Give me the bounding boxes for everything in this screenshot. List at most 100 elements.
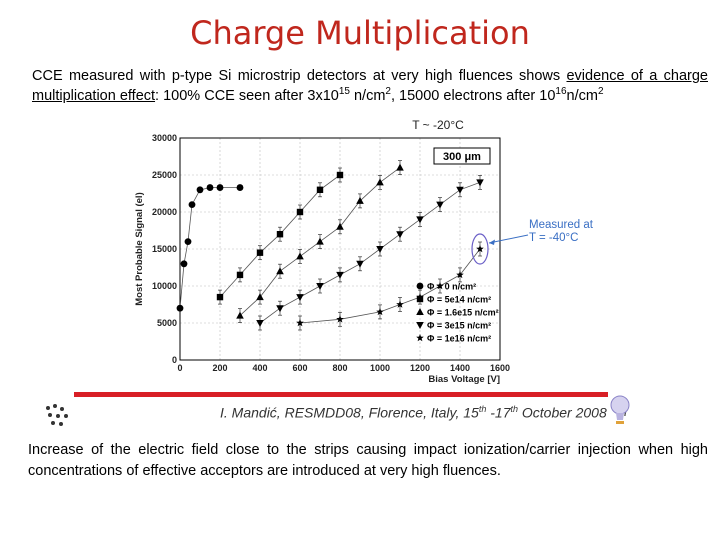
data-point-2	[396, 163, 404, 171]
data-point-2	[336, 222, 344, 230]
data-point-0	[184, 238, 192, 245]
intro-text-4: , 15000 electrons after 10	[390, 88, 556, 104]
annotation-text-1: T = -40°C	[529, 232, 578, 244]
data-point-4	[436, 282, 444, 290]
thickness-label: 300 μm	[443, 151, 481, 163]
chart-title: T ~ -20°C	[412, 118, 464, 132]
data-point-3	[296, 294, 304, 302]
conclusion-paragraph: Increase of the electric field close to …	[28, 442, 708, 479]
intro-underlined-text: evidence of a charge multiplication effe…	[32, 68, 708, 104]
data-point-1	[296, 208, 304, 216]
y-tick-label: 30000	[152, 133, 177, 143]
x-tick-label: 1600	[490, 363, 510, 373]
data-point-0	[216, 184, 224, 191]
x-tick-label: 1400	[450, 363, 470, 373]
data-point-3	[416, 216, 424, 224]
data-point-3	[316, 283, 324, 290]
annotation-ellipse	[471, 233, 489, 265]
data-point-3	[256, 320, 264, 327]
y-tick-label: 20000	[152, 207, 177, 217]
intro-text-2: : 100% CCE seen after 3x10	[155, 88, 339, 104]
annotation-arrowhead	[489, 239, 495, 245]
data-point-4	[476, 245, 484, 253]
x-tick-label: 1000	[370, 363, 390, 373]
footer-sup-1: th	[478, 404, 487, 414]
data-point-1	[256, 249, 264, 256]
data-point-2	[256, 293, 264, 301]
lightbulb-logo-icon	[608, 394, 632, 428]
logo-dots-icon	[44, 404, 74, 428]
legend-label-0: Φ = 0 n/cm²	[427, 282, 476, 292]
data-point-0	[180, 260, 188, 268]
x-tick-label: 800	[332, 363, 347, 373]
chart-area: 0 200 400 600 800 1000 1200 1400 1600 0 5000 10000 1…	[128, 112, 648, 394]
data-point-3	[436, 201, 444, 209]
footer-main: I. Mandić, RESMDD08, Florence, Italy, 15	[220, 404, 479, 421]
legend-marker-0	[416, 282, 424, 290]
footer-divider	[74, 392, 608, 397]
intro-text-1: CCE measured with p-type Si microstrip d…	[32, 68, 567, 84]
data-point-0	[206, 184, 214, 191]
legend-label-3: Φ = 3e15 n/cm²	[427, 321, 491, 331]
annotation-arrow	[488, 234, 529, 244]
series-line-4	[299, 248, 481, 324]
data-point-3	[336, 271, 344, 279]
y-tick-label: 5000	[157, 318, 177, 328]
intro-paragraph: CCE measured with p-type Si microstrip d…	[32, 66, 708, 106]
data-point-3	[276, 305, 284, 313]
data-point-0	[176, 304, 184, 312]
y-tick-label: 0	[172, 355, 177, 365]
cce-chart: 0 200 400 600 800 1000 1200 1400 1600 0 5000 10000 1…	[134, 118, 594, 385]
data-point-4	[296, 319, 304, 327]
data-point-3	[456, 186, 464, 194]
x-tick-label: 1200	[410, 363, 430, 373]
data-point-4	[456, 270, 464, 279]
data-point-3	[356, 260, 364, 268]
data-point-1	[316, 186, 324, 193]
x-tick-label: 400	[252, 363, 267, 373]
intro-exponent-4: 2	[597, 86, 604, 98]
y-tick-label: 15000	[152, 244, 177, 254]
legend-label-2: Φ = 1.6e15 n/cm²	[427, 308, 499, 318]
data-point-1	[276, 231, 284, 238]
legend-marker-2	[416, 308, 424, 315]
legend-marker-1	[416, 295, 424, 303]
annotation-text-0: Measured at	[529, 219, 594, 231]
intro-exponent-1: 15	[338, 86, 350, 98]
data-point-1	[216, 293, 224, 301]
data-point-1	[236, 271, 244, 279]
y-tick-label: 25000	[152, 170, 177, 180]
slide-title: Charge Multiplication	[190, 14, 530, 52]
data-point-1	[336, 171, 344, 179]
x-axis-label: Bias Voltage [V]	[428, 374, 500, 385]
thickness-box	[433, 147, 491, 165]
intro-text-5: n/cm	[566, 88, 598, 104]
data-point-2	[296, 252, 304, 260]
data-point-3	[476, 179, 484, 187]
footer-mid: -17	[486, 404, 511, 421]
footer-citation: I. Mandić, RESMDD08, Florence, Italy, 15…	[220, 404, 607, 421]
intro-exponent-2: 2	[385, 86, 391, 98]
data-point-0	[188, 201, 196, 208]
data-point-0	[236, 184, 244, 191]
data-point-2	[376, 178, 384, 186]
data-point-2	[236, 311, 244, 319]
data-point-2	[276, 267, 284, 275]
data-point-0	[196, 186, 204, 194]
intro-exponent-3: 16	[555, 86, 567, 98]
legend-marker-3	[416, 322, 424, 329]
data-point-4	[376, 307, 384, 316]
data-point-3	[376, 246, 384, 253]
x-tick-label: 200	[212, 363, 227, 373]
legend-label-4: Φ = 1e16 n/cm²	[427, 334, 491, 344]
data-point-4	[396, 300, 404, 308]
intro-text-3: n/cm	[349, 88, 386, 104]
x-tick-label: 0	[177, 363, 182, 373]
data-point-2	[316, 237, 324, 245]
data-point-2	[356, 196, 364, 204]
footer-end: October 2008	[518, 404, 607, 421]
data-point-4	[336, 315, 344, 323]
legend-marker-4	[416, 334, 424, 342]
legend-label-1: Φ = 5e14 n/cm²	[427, 295, 491, 305]
data-point-3	[396, 231, 404, 239]
